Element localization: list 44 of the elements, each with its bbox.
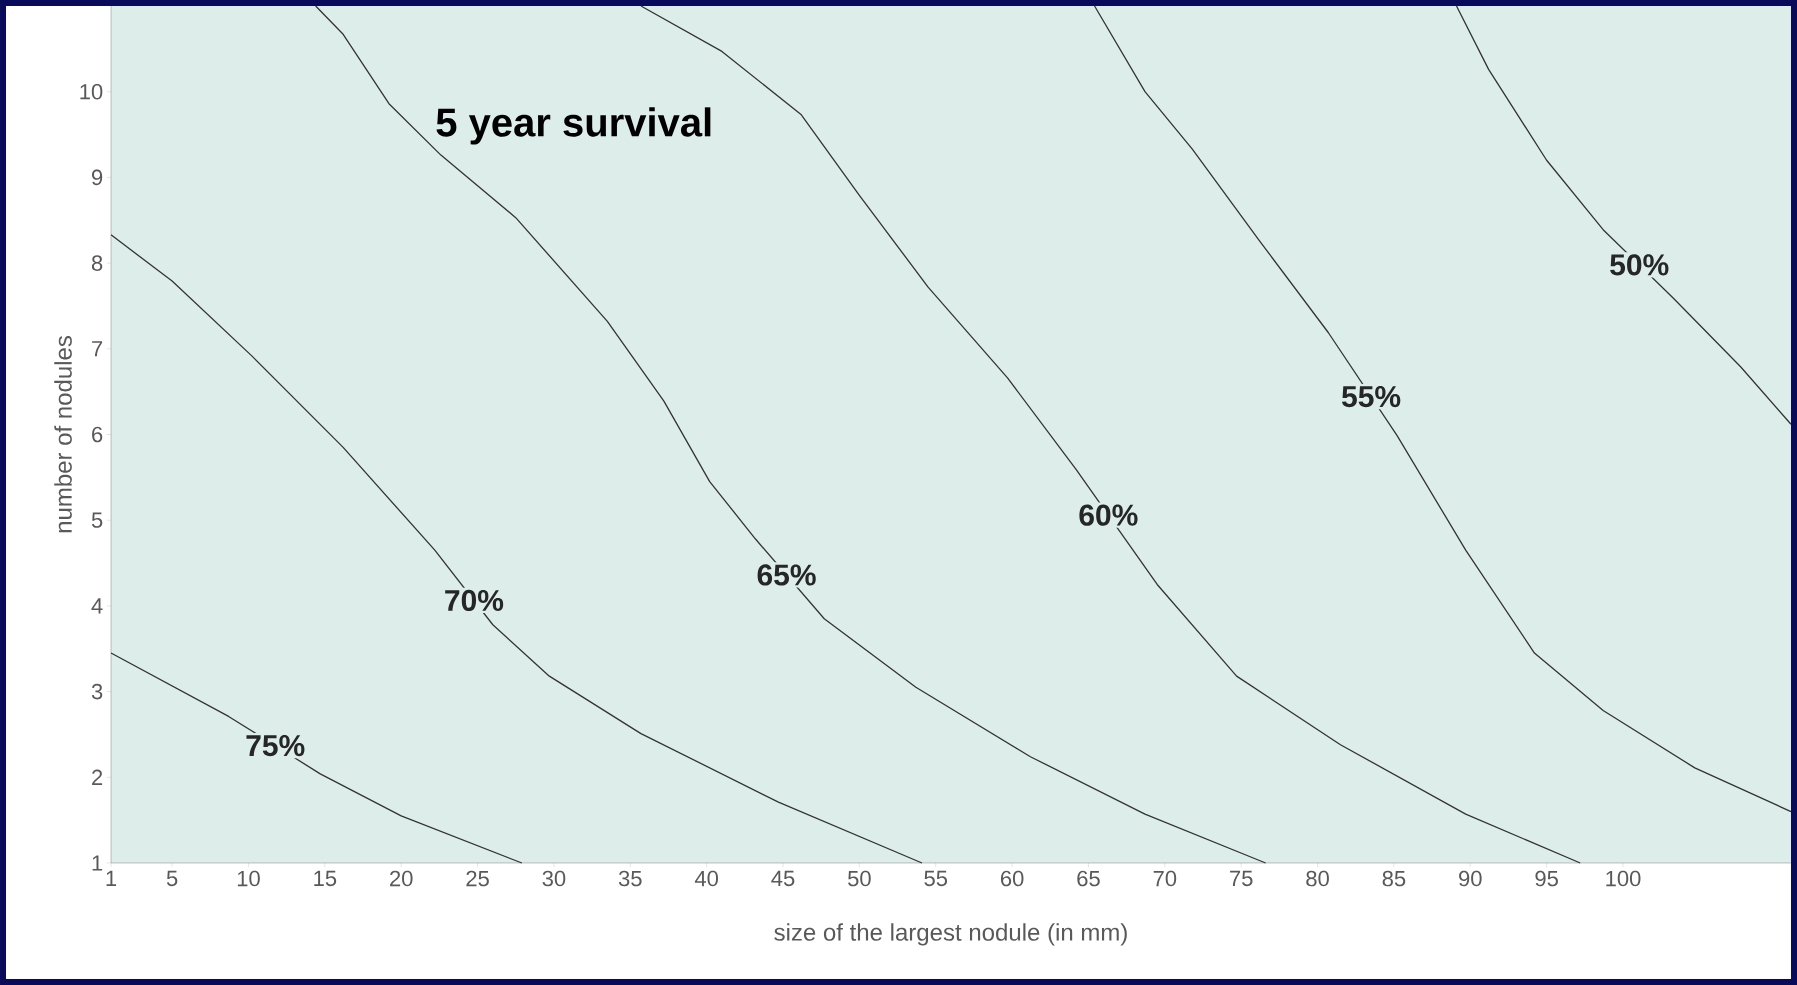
x-tick-label: 15	[314, 870, 337, 887]
y-tick-label: 9	[92, 169, 103, 186]
series-label: 70%	[445, 589, 504, 612]
line-series	[315, 5, 1267, 864]
x-tick-label: 60	[1000, 870, 1024, 887]
series-label: 75%	[246, 735, 305, 757]
x-tick-label: 1	[106, 870, 117, 886]
y-tick-label: 4	[91, 598, 103, 614]
x-tick-label: 90	[1459, 870, 1482, 887]
x-tick-label: 25	[466, 870, 489, 887]
y-tick-label: 10	[80, 83, 103, 100]
y-tick-label: 5	[91, 512, 103, 528]
line-series	[110, 652, 523, 864]
x-tick-label: 75	[1230, 870, 1253, 887]
x-tick-label: 5	[166, 870, 178, 887]
x-tick-label: 100	[1606, 870, 1641, 887]
y-tick-label: 8	[91, 255, 103, 271]
y-axis-title: number of nodules	[54, 336, 72, 533]
x-tick-label: 40	[694, 870, 719, 887]
x-tick-label: 85	[1382, 870, 1406, 887]
x-tick-label: 80	[1306, 870, 1329, 887]
y-tick-label: 6	[92, 426, 103, 443]
y-tick-label: 3	[91, 683, 103, 700]
x-tick-label: 55	[924, 870, 948, 887]
series-label: 65%	[757, 564, 816, 586]
y-tick-label: 2	[92, 769, 103, 785]
x-tick-label: 65	[1077, 870, 1100, 887]
text: 5 year survival	[436, 107, 711, 145]
series-label: 50%	[1610, 254, 1669, 276]
series-label: 60%	[1079, 504, 1138, 526]
y-tick-label: 7	[92, 341, 103, 357]
x-tick-label: 45	[771, 870, 795, 887]
line-series	[1455, 5, 1792, 425]
x-tick-label: 35	[618, 870, 642, 887]
x-tick-label: 95	[1535, 870, 1558, 887]
x-tick-label: 20	[390, 870, 413, 887]
line-series	[110, 234, 923, 864]
x-axis-title: size of the largest nodule (in mm)	[774, 923, 1127, 946]
x-tick-label: 10	[237, 870, 260, 887]
x-tick-label: 30	[542, 870, 566, 887]
series-label: 55%	[1341, 386, 1401, 408]
x-tick-label: 50	[848, 870, 871, 887]
y-tick-label: 1	[92, 855, 103, 871]
x-tick-label: 70	[1153, 870, 1177, 887]
